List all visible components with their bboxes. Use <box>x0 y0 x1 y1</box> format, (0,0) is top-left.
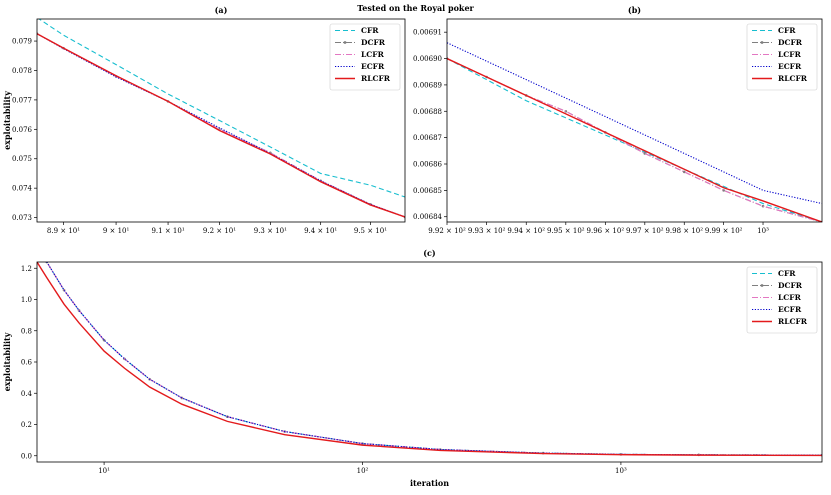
legend-label-lcfr: LCFR <box>778 50 802 59</box>
legend-box <box>746 266 818 334</box>
y-tick-label: 1.0 <box>21 296 32 304</box>
legend-label-lcfr: LCFR <box>361 50 385 59</box>
legend-label-ecfr: ECFR <box>778 62 802 71</box>
y-tick-label: 0.00684 <box>413 213 442 221</box>
legend-box <box>329 23 401 91</box>
series-line-cfr <box>447 58 822 222</box>
x-tick-label: 9.95 × 10² <box>547 227 585 235</box>
y-tick-label: 0.00689 <box>413 81 442 89</box>
series-group <box>36 244 822 457</box>
y-tick-label: 0.00686 <box>413 161 442 169</box>
series-line-rlcfr <box>447 57 822 222</box>
x-tick-label: 9.2 × 10¹ <box>203 227 236 235</box>
x-tick-label: 10³ <box>615 467 627 475</box>
series-line-cfr <box>38 19 405 198</box>
legend-label-cfr: CFR <box>778 269 796 278</box>
y-tick-label: 0.8 <box>21 327 32 335</box>
series-group <box>37 19 405 219</box>
y-tick-label: 0.6 <box>21 359 33 367</box>
panel-0: (a) 0.073 0.074 0.075 0.076 0.077 0.078 0.079 8.… <box>2 5 406 235</box>
series-line-lcfr <box>46 262 822 456</box>
legend-box <box>746 23 818 91</box>
y-tick-label: 0.077 <box>12 96 32 104</box>
x-tick-label: 9 × 10¹ <box>103 227 130 235</box>
y-tick-label: 0.2 <box>21 421 32 429</box>
x-tick-label: 9.92 × 10² <box>428 227 466 235</box>
x-tick-label: 9.5 × 10¹ <box>354 227 387 235</box>
series-line-rlcfr <box>37 33 405 218</box>
y-tick-label: 0.075 <box>12 155 32 163</box>
axes-frame <box>36 18 406 223</box>
x-tick-label: 9.97 × 10² <box>626 227 664 235</box>
legend-marker <box>343 41 347 44</box>
axes-frame <box>36 261 823 463</box>
y-tick-label: 0.076 <box>12 126 33 134</box>
y-tick-label: 0.00685 <box>413 187 442 195</box>
series-line-ecfr <box>46 262 822 456</box>
legend-label-dcfr: DCFR <box>778 38 803 47</box>
y-axis-label: exploitability <box>2 91 12 150</box>
series-group <box>447 42 822 222</box>
figure-suptitle: Tested on the Royal poker <box>357 3 474 13</box>
x-tick-label: 10¹ <box>98 467 110 475</box>
panel-2: (c) 0.0 0.2 0.4 0.6 0.8 1.0 1.2 10¹ 10² 10³ exploit… <box>2 244 823 488</box>
y-axis-label: exploitability <box>2 332 12 391</box>
y-tick-label: 1.2 <box>21 265 32 273</box>
y-tick-label: 0.079 <box>12 38 32 46</box>
panel-1: (b) 0.00684 0.00685 0.00686 0.00687 0.00688 0.… <box>413 5 823 235</box>
y-tick-label: 0.078 <box>12 67 32 75</box>
y-tick-label: 0.4 <box>21 390 33 398</box>
y-tick-label: 0.0 <box>21 452 32 460</box>
x-tick-label: 9.96 × 10² <box>587 227 625 235</box>
series-line-ecfr <box>447 42 822 205</box>
series-line-dcfr <box>46 262 822 456</box>
series-line-lcfr <box>447 58 822 222</box>
legend-label-rlcfr: RLCFR <box>361 74 391 83</box>
x-tick-label: 10² <box>357 467 369 475</box>
series-point-dcfr <box>36 244 39 247</box>
legend-label-dcfr: DCFR <box>778 281 803 290</box>
legend-label-rlcfr: RLCFR <box>778 317 808 326</box>
x-tick-label: 9.3 × 10¹ <box>254 227 287 235</box>
y-tick-label: 0.073 <box>12 214 32 222</box>
legend-marker <box>760 41 764 44</box>
legend-label-ecfr: ECFR <box>778 305 802 314</box>
panel-title: (a) <box>215 5 228 15</box>
x-tick-label: 9.1 × 10¹ <box>151 227 184 235</box>
x-tick-label: 10³ <box>757 227 769 235</box>
legend-label-cfr: CFR <box>778 26 796 35</box>
x-tick-label: 9.98 × 10² <box>665 227 703 235</box>
legend-label-rlcfr: RLCFR <box>778 74 808 83</box>
panel-title: (b) <box>628 5 641 15</box>
y-tick-label: 0.00690 <box>413 55 442 63</box>
x-tick-label: 9.4 × 10¹ <box>304 227 337 235</box>
series-line-rlcfr <box>37 262 822 457</box>
panel-title: (c) <box>423 248 436 258</box>
y-tick-label: 0.00687 <box>413 134 442 142</box>
y-tick-label: 0.00688 <box>413 108 442 116</box>
legend-marker <box>760 284 764 287</box>
legend-label-ecfr: ECFR <box>361 62 385 71</box>
axes-frame <box>446 18 823 223</box>
x-tick-label: 9.93 × 10² <box>468 227 506 235</box>
legend-label-lcfr: LCFR <box>778 293 802 302</box>
x-tick-label: 8.9 × 10¹ <box>47 227 80 235</box>
legend-label-cfr: CFR <box>361 26 379 35</box>
x-axis-label: iteration <box>410 478 449 488</box>
legend-label-dcfr: DCFR <box>361 38 386 47</box>
x-tick-label: 9.99 × 10² <box>705 227 743 235</box>
x-tick-label: 9.94 × 10² <box>507 227 545 235</box>
series-point-dcfr <box>682 170 686 174</box>
y-tick-label: 0.074 <box>12 185 33 193</box>
series-line-cfr <box>46 262 822 456</box>
y-tick-label: 0.00691 <box>413 29 442 37</box>
